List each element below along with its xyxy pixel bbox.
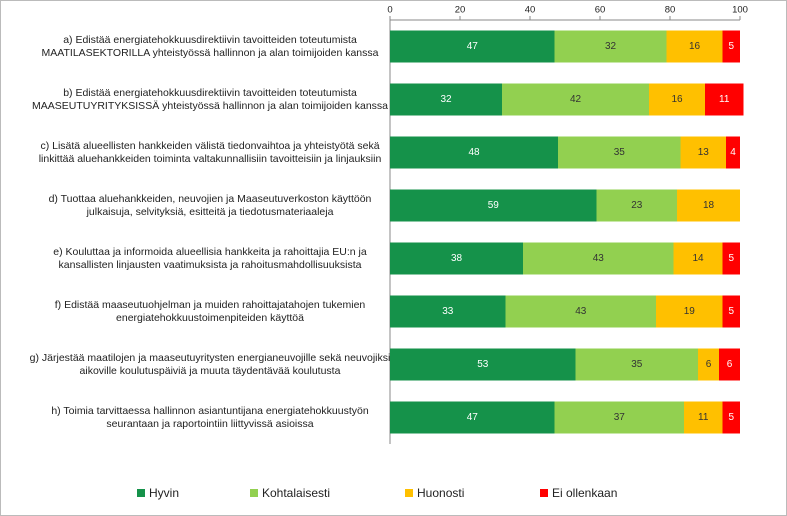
bar-segment [390, 242, 523, 275]
bar-segment [722, 30, 740, 63]
data-label: 5 [728, 253, 734, 264]
data-label: 5 [728, 41, 734, 52]
bar-segment [596, 189, 677, 222]
bar-segment [390, 83, 502, 116]
category-label: h) Toimia tarvittaessa hallinnon asiantu… [51, 405, 368, 430]
data-label: 47 [467, 412, 479, 423]
bar-segment [656, 295, 723, 328]
bar-segment [502, 83, 649, 116]
category-label: d) Tuottaa aluehankkeiden, neuvojien ja … [49, 193, 372, 218]
legend-label: Ei ollenkaan [552, 486, 617, 500]
x-tick-label: 40 [525, 5, 536, 16]
data-label: 35 [631, 359, 643, 370]
data-label: 32 [605, 41, 617, 52]
data-label: 59 [488, 200, 500, 211]
category-label: f) Edistää maaseutuohjelman ja muiden ra… [55, 299, 366, 324]
category-label: e) Kouluttaa ja informoida alueellisia h… [53, 246, 367, 271]
bar-segment [677, 189, 740, 222]
bar-segment [684, 401, 723, 434]
x-tick-label: 0 [387, 5, 392, 16]
data-label: 16 [671, 94, 683, 105]
x-tick-label: 100 [732, 5, 748, 16]
data-label: 19 [684, 306, 696, 317]
data-label: 53 [477, 359, 489, 370]
bar-segment [722, 295, 740, 328]
data-label: 5 [728, 412, 734, 423]
data-label: 37 [614, 412, 626, 423]
x-tick-label: 80 [665, 5, 676, 16]
bar-segment [726, 136, 740, 169]
legend-swatch [540, 489, 548, 497]
data-label: 14 [692, 253, 704, 264]
bar-segment [390, 30, 555, 63]
bar-segment [719, 348, 740, 381]
bar-segment [698, 348, 719, 381]
x-tick-label: 20 [455, 5, 466, 16]
legend-swatch [405, 489, 413, 497]
data-label: 4 [730, 147, 736, 158]
legend-label: Hyvin [149, 486, 179, 500]
bar-segment [558, 136, 681, 169]
data-label: 6 [706, 359, 712, 370]
bar-segment [680, 136, 726, 169]
data-label: 33 [442, 306, 454, 317]
bar-segment [505, 295, 656, 328]
legend-swatch [137, 489, 145, 497]
data-label: 47 [467, 41, 479, 52]
bar-segment [722, 401, 740, 434]
bar-segment [554, 30, 667, 63]
bar-segment [673, 242, 723, 275]
legend-label: Kohtalaisesti [262, 486, 330, 500]
bar-segment [390, 401, 555, 434]
category-label: a) Edistää energiatehokkuusdirektiivin t… [42, 34, 379, 59]
data-label: 11 [719, 94, 730, 105]
bar-segment [649, 83, 705, 116]
data-label: 38 [451, 253, 463, 264]
bar-segment [523, 242, 674, 275]
legend-swatch [250, 489, 258, 497]
data-label: 18 [703, 200, 715, 211]
data-label: 6 [727, 359, 733, 370]
category-label: g) Järjestää maatilojen ja maaseutuyrity… [30, 352, 391, 377]
data-label: 35 [614, 147, 626, 158]
x-tick-label: 60 [595, 5, 606, 16]
bar-segment [705, 83, 744, 116]
data-label: 48 [468, 147, 480, 158]
category-label: b) Edistää energiatehokkuusdirektiivin t… [32, 87, 388, 112]
bar-segment [390, 136, 558, 169]
data-label: 42 [570, 94, 582, 105]
data-label: 43 [575, 306, 587, 317]
bar-segment [575, 348, 698, 381]
data-label: 16 [689, 41, 701, 52]
data-label: 23 [631, 200, 643, 211]
data-label: 43 [593, 253, 605, 264]
data-label: 11 [698, 412, 709, 423]
bar-segment [390, 189, 597, 222]
data-label: 5 [728, 306, 734, 317]
legend-label: Huonosti [417, 486, 464, 500]
bar-segment [722, 242, 740, 275]
bar-segment [390, 295, 506, 328]
bar-segment [554, 401, 684, 434]
category-label: c) Lisätä alueellisten hankkeiden välist… [39, 140, 382, 165]
bar-segment [666, 30, 723, 63]
data-label: 13 [698, 147, 710, 158]
data-label: 32 [440, 94, 452, 105]
bar-segment [390, 348, 576, 381]
